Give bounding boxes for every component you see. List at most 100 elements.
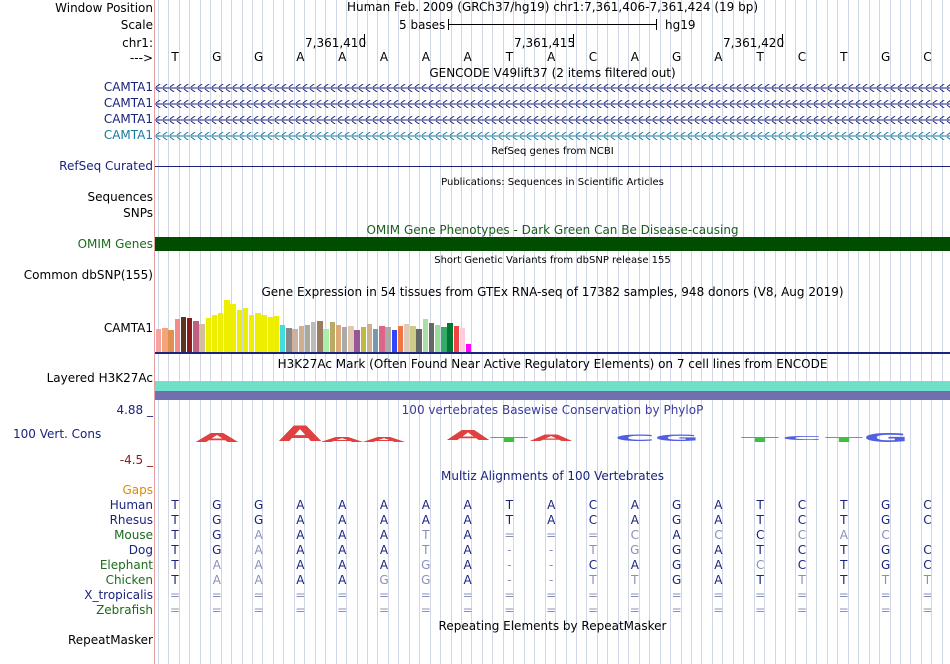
gtex-tissue-bar[interactable] — [466, 344, 472, 352]
gtex-tissue-bar[interactable] — [441, 327, 447, 352]
gtex-tissue-bar[interactable] — [453, 326, 459, 352]
gtex-tissue-bar[interactable] — [255, 313, 261, 352]
gtex-tissue-bar[interactable] — [311, 321, 317, 352]
multiz-base: C — [881, 528, 890, 542]
gtex-tissue-bar[interactable] — [329, 321, 335, 352]
multiz-base: A — [421, 498, 430, 512]
gencode-transcript-2[interactable]: CAMTA1 — [103, 96, 153, 110]
multiz-base: - — [507, 558, 512, 572]
gtex-tissue-bar[interactable] — [205, 318, 211, 352]
gencode-transcript-lines[interactable] — [155, 80, 950, 140]
scale-bar — [448, 24, 656, 25]
gtex-tissue-bar[interactable] — [366, 324, 373, 352]
refseq-label[interactable]: RefSeq Curated — [59, 159, 153, 173]
gtex-tissue-bar[interactable] — [304, 324, 311, 352]
gtex-label[interactable]: CAMTA1 — [103, 321, 153, 335]
omim-phenotype-bar[interactable] — [155, 237, 950, 251]
gtex-tissue-bar[interactable] — [428, 323, 435, 352]
gtex-tissue-bar[interactable] — [410, 326, 416, 352]
grid-line — [649, 0, 650, 664]
gtex-tissue-bar[interactable] — [193, 320, 199, 352]
gtex-tissue-bar[interactable] — [180, 316, 187, 352]
multiz-base: = — [378, 603, 390, 617]
gtex-tissue-bar[interactable] — [397, 326, 404, 352]
multiz-species-label[interactable]: Zebrafish — [96, 603, 153, 617]
multiz-base: A — [714, 558, 723, 572]
gtex-tissue-bar[interactable] — [242, 307, 249, 352]
refseq-title: RefSeq genes from NCBI — [491, 146, 614, 157]
gtex-tissue-bar[interactable] — [422, 319, 428, 352]
gtex-tissue-bar[interactable] — [317, 320, 323, 352]
gtex-tissue-bar[interactable] — [354, 329, 360, 352]
conservation-logo-letter: C — [781, 436, 823, 443]
gtex-tissue-bar[interactable] — [348, 326, 354, 352]
gtex-tissue-bar[interactable] — [236, 310, 242, 352]
gtex-tissue-bar[interactable] — [342, 327, 348, 352]
gtex-tissue-bar[interactable] — [459, 327, 466, 352]
multiz-base: = — [211, 588, 222, 602]
gencode-transcript-4[interactable]: CAMTA1 — [103, 128, 153, 142]
multiz-base: = — [378, 588, 390, 602]
gtex-tissue-bar[interactable] — [162, 327, 168, 352]
gtex-tissue-bar[interactable] — [447, 323, 453, 352]
grid-line — [816, 0, 817, 664]
gtex-tissue-bar[interactable] — [360, 327, 366, 352]
gtex-tissue-bar[interactable] — [224, 300, 230, 352]
sequence-base: T — [840, 50, 848, 64]
refseq-gene-line[interactable] — [155, 166, 950, 167]
publications-label-snps[interactable]: SNPs — [123, 206, 153, 220]
gtex-tissue-bar[interactable] — [156, 328, 162, 352]
gtex-tissue-bar[interactable] — [391, 330, 397, 352]
gtex-tissue-bar[interactable] — [298, 326, 304, 352]
gtex-tissue-bar[interactable] — [273, 315, 280, 352]
gtex-tissue-bar[interactable] — [218, 313, 224, 352]
gtex-tissue-bar[interactable] — [292, 328, 298, 352]
gtex-tissue-bar[interactable] — [174, 319, 180, 352]
gtex-tissue-bar[interactable] — [323, 328, 329, 352]
gtex-tissue-bar[interactable] — [379, 326, 385, 352]
conservation-label[interactable]: 100 Vert. Cons — [13, 427, 102, 441]
multiz-base: T — [631, 573, 639, 587]
multiz-species-label[interactable]: Elephant — [99, 558, 153, 572]
gtex-tissue-bar[interactable] — [187, 317, 193, 352]
gtex-tissue-bar[interactable] — [168, 329, 174, 352]
sequence-base: T — [756, 50, 764, 64]
multiz-species-label[interactable]: Chicken — [105, 573, 153, 587]
gtex-tissue-bar[interactable] — [267, 316, 273, 352]
gtex-tissue-bar[interactable] — [249, 314, 255, 352]
multiz-species-label[interactable]: Human — [109, 498, 153, 512]
multiz-species-label[interactable]: X_tropicalis — [84, 588, 153, 602]
h3k27ac-layer-2[interactable] — [155, 391, 950, 400]
gtex-tissue-bar[interactable] — [404, 324, 410, 352]
window-position-label: Window Position — [55, 1, 153, 15]
gtex-tissue-bar[interactable] — [416, 328, 422, 352]
h3k27ac-layer-1[interactable] — [155, 381, 950, 391]
multiz-base: A — [672, 528, 681, 542]
gtex-tissue-bar[interactable] — [435, 324, 441, 352]
grid-line — [618, 0, 619, 664]
gtex-tissue-bar[interactable] — [211, 314, 218, 352]
gtex-bar-chart[interactable] — [155, 300, 950, 352]
gencode-transcript-1[interactable]: CAMTA1 — [103, 80, 153, 94]
gtex-tissue-bar[interactable] — [230, 304, 236, 352]
omim-label[interactable]: OMIM Genes — [77, 237, 153, 251]
repeatmasker-label[interactable]: RepeatMasker — [67, 633, 153, 647]
multiz-species-label[interactable]: Rhesus — [109, 513, 153, 527]
multiz-species-label[interactable]: Mouse — [114, 528, 153, 542]
publications-label-sequences[interactable]: Sequences — [87, 190, 153, 204]
gtex-tissue-bar[interactable] — [199, 324, 205, 352]
gencode-transcript-3[interactable]: CAMTA1 — [103, 112, 153, 126]
multiz-base: T — [923, 573, 932, 587]
dbsnp-label[interactable]: Common dbSNP(155) — [23, 268, 153, 282]
gtex-tissue-bar[interactable] — [373, 328, 379, 352]
gtex-tissue-bar[interactable] — [385, 327, 391, 352]
gtex-tissue-bar[interactable] — [286, 327, 292, 352]
gtex-tissue-bar[interactable] — [261, 314, 267, 352]
grid-line — [534, 0, 535, 664]
multiz-species-label[interactable]: Dog — [128, 543, 153, 557]
gtex-tissue-bar[interactable] — [280, 324, 286, 352]
gtex-tissue-bar[interactable] — [335, 324, 342, 352]
h3k27ac-label[interactable]: Layered H3K27Ac — [46, 371, 153, 385]
multiz-gaps-label[interactable]: Gaps — [122, 483, 153, 497]
